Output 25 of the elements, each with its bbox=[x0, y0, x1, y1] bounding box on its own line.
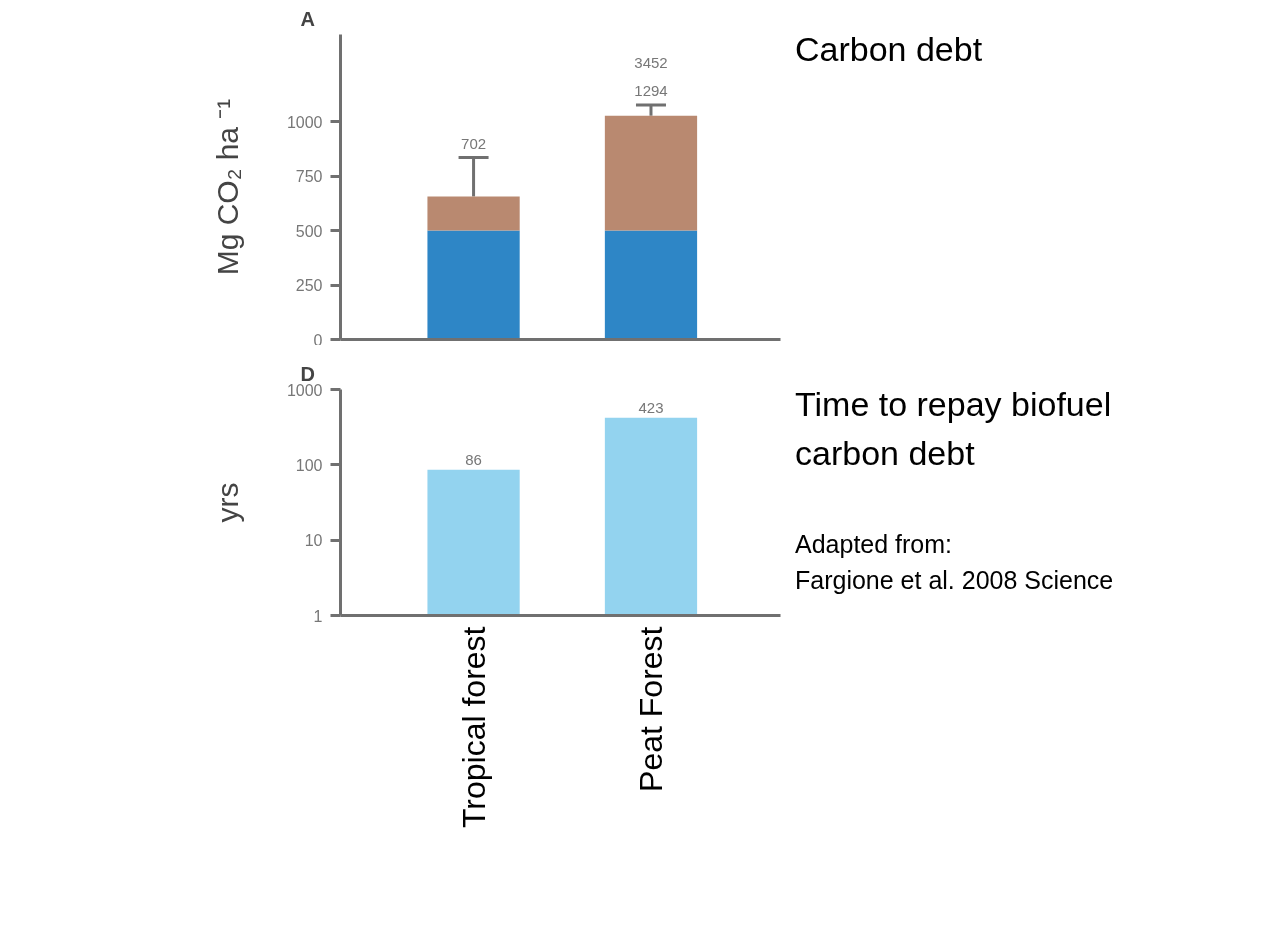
y-tick-label: 10 bbox=[304, 532, 323, 550]
y-axis-title: Mg CO₂ ha ⁻¹ bbox=[210, 98, 244, 276]
y-tick-label: 1000 bbox=[286, 113, 323, 131]
annotation: 1294 bbox=[634, 82, 668, 100]
text: Adapted from: Fargione et al. 2008 Science bbox=[795, 529, 1114, 596]
y-axis-title: yrs bbox=[210, 482, 244, 523]
text: Time to repay biofuel carbon debt bbox=[795, 384, 1113, 474]
bar bbox=[604, 115, 698, 231]
y-tick-label: 250 bbox=[295, 277, 323, 295]
bar bbox=[427, 230, 520, 340]
y-tick-label: 750 bbox=[295, 168, 323, 186]
y-tick-label: 100 bbox=[295, 456, 323, 474]
bar bbox=[604, 230, 698, 340]
chart-title: A bbox=[300, 7, 315, 30]
text: Carbon debt bbox=[795, 29, 983, 70]
annotation: 702 bbox=[461, 134, 487, 152]
data-label: 423 bbox=[638, 399, 664, 417]
x-tick-label: Tropical forest bbox=[455, 626, 492, 829]
y-tick-label: 500 bbox=[295, 222, 323, 240]
y-tick-label: 1 bbox=[313, 607, 323, 625]
data-label: 86 bbox=[465, 451, 482, 469]
y-tick-label: 0 bbox=[313, 331, 323, 349]
x-tick-label: Peat Forest bbox=[632, 626, 669, 792]
bar bbox=[427, 196, 520, 231]
annotation: 3452 bbox=[634, 54, 668, 72]
